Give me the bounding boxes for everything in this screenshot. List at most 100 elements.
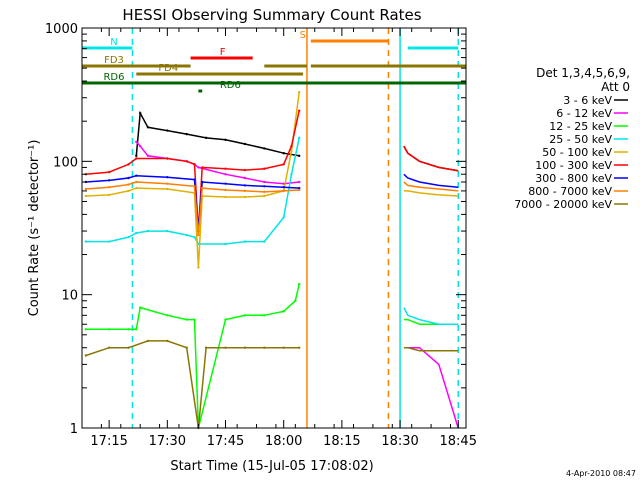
data-point-12-25-kev [166, 314, 169, 317]
series-line-after-gap-800-7000-kev [403, 181, 459, 192]
data-point-100-300-kev [166, 157, 169, 160]
flag-label-fd4: FD4 [158, 63, 178, 74]
data-point-7000-20000-kev [282, 346, 285, 349]
data-point-7000-20000-kev [204, 346, 208, 349]
data-point-25-50-kev [193, 235, 196, 239]
data-point-50-100-kev [166, 187, 169, 191]
data-point-3-6-kev [138, 111, 142, 115]
data-point-800-7000-kev [197, 233, 200, 237]
data-point-12-25-kev [224, 318, 227, 321]
data-point-7000-20000-kev [84, 354, 88, 357]
data-point-25-50-kev [298, 136, 301, 140]
data-point-7000-20000-kev [127, 346, 130, 349]
data-point-7000-20000-kev [298, 346, 301, 349]
data-point-7000-20000-kev [243, 346, 247, 349]
data-point-50-100-kev [107, 193, 111, 197]
data-point-12-25-kev [294, 299, 297, 302]
data-point-6-12-kev [135, 140, 138, 144]
data-point-3-6-kev [204, 136, 208, 140]
data-point-800-7000-kev [243, 189, 247, 193]
y-axis: 1 10 100 1000 [45, 22, 466, 437]
x-tick-label: 17:45 [207, 434, 244, 449]
legend-label-800-7000-kev: 800 - 7000 keV [528, 185, 612, 198]
data-point-300-800-kev [127, 176, 130, 180]
data-point-7000-20000-kev [224, 346, 227, 349]
data-point-25-50-kev [224, 242, 227, 246]
data-point-100-300-kev [127, 163, 130, 166]
data-point-50-100-kev [224, 195, 227, 199]
data-point-12-25-kev [193, 318, 196, 321]
data-point-25-50-kev [185, 233, 188, 237]
series-line-after-gap-300-800-kev [403, 173, 459, 188]
x-tick-label: 17:15 [90, 434, 127, 449]
data-point-300-800-kev [107, 179, 111, 182]
data-point-300-800-kev [263, 185, 266, 188]
data-point-100-300-kev [298, 109, 301, 112]
data-point-3-6-kev [282, 152, 285, 155]
data-point-25-50-kev [84, 240, 88, 243]
data-point-12-25-kev [127, 328, 130, 331]
data-point-3-6-kev [146, 126, 150, 129]
data-point-12-25-kev [185, 318, 188, 321]
data-point-25-50-kev [166, 229, 169, 233]
series-line-25-50-kev [85, 137, 300, 245]
data-point-800-7000-kev [84, 187, 88, 191]
legend-title-line-2: Att 0 [601, 80, 630, 94]
data-point-800-7000-kev [224, 188, 227, 192]
flag-label-rd6: RD6 [103, 72, 124, 83]
data-point-6-12-kev [224, 173, 227, 176]
data-point-100-300-kev [243, 168, 247, 172]
data-point-100-300-kev [193, 163, 196, 166]
legend-title-line-1: Det 1,3,4,5,6,9, [536, 66, 630, 80]
data-point-100-300-kev [135, 157, 138, 160]
data-point-3-6-kev [135, 154, 138, 158]
data-point-100-300-kev [282, 163, 285, 166]
data-point-800-7000-kev [298, 188, 301, 192]
data-point-6-12-kev [298, 180, 301, 184]
data-point-300-800-kev [166, 176, 169, 179]
series-line-100-300-kev [85, 110, 300, 232]
series-line-7000-20000-kev [85, 340, 300, 429]
legend-label-50-100-kev: 50 - 100 keV [542, 146, 612, 159]
data-point-50-100-kev [135, 186, 138, 190]
data-point-12-25-kev [135, 328, 138, 331]
data-point-3-6-kev [263, 147, 266, 150]
data-point-12-25-kev [298, 282, 301, 286]
legend-label-100-300-kev: 100 - 300 keV [535, 159, 612, 172]
data-point-800-7000-kev [127, 183, 130, 186]
flag-label-f: F [220, 47, 226, 58]
data-point-800-7000-kev [166, 182, 169, 185]
data-point-3-6-kev [298, 154, 301, 158]
data-point-7000-20000-kev [263, 346, 266, 349]
data-point-100-300-kev [263, 167, 266, 170]
y-tick-label: 1000 [45, 22, 78, 37]
data-point-300-800-kev [224, 182, 227, 185]
x-tick-label: 18:00 [265, 434, 302, 449]
legend-label-12-25-kev: 12 - 25 keV [549, 120, 612, 133]
data-point-25-50-kev [146, 229, 150, 233]
data-point-12-25-kev [138, 306, 142, 309]
data-point-3-6-kev [224, 138, 227, 142]
data-point-50-100-kev [263, 194, 266, 198]
data-point-12-25-kev [84, 328, 88, 331]
data-point-100-300-kev [107, 170, 111, 174]
data-point-6-12-kev [243, 176, 247, 180]
data-point-25-50-kev [135, 231, 138, 235]
data-point-50-100-kev [84, 194, 88, 198]
data-point-12-25-kev [243, 314, 247, 317]
data-point-50-100-kev [290, 149, 293, 152]
x-tick-label: 18:30 [381, 434, 418, 449]
data-point-7000-20000-kev [146, 339, 150, 343]
data-point-6-12-kev [263, 180, 266, 184]
x-tick-label: 17:30 [149, 434, 186, 449]
data-point-100-300-kev [185, 160, 188, 163]
data-point-800-7000-kev [263, 190, 266, 194]
legend-label-25-50-kev: 25 - 50 keV [549, 133, 612, 146]
data-point-12-25-kev [107, 328, 111, 331]
data-point-7000-20000-kev [185, 346, 188, 349]
data-point-100-300-kev [224, 167, 227, 170]
legend-label-300-800-kev: 300 - 800 keV [535, 172, 612, 185]
data-point-50-100-kev [298, 90, 301, 94]
